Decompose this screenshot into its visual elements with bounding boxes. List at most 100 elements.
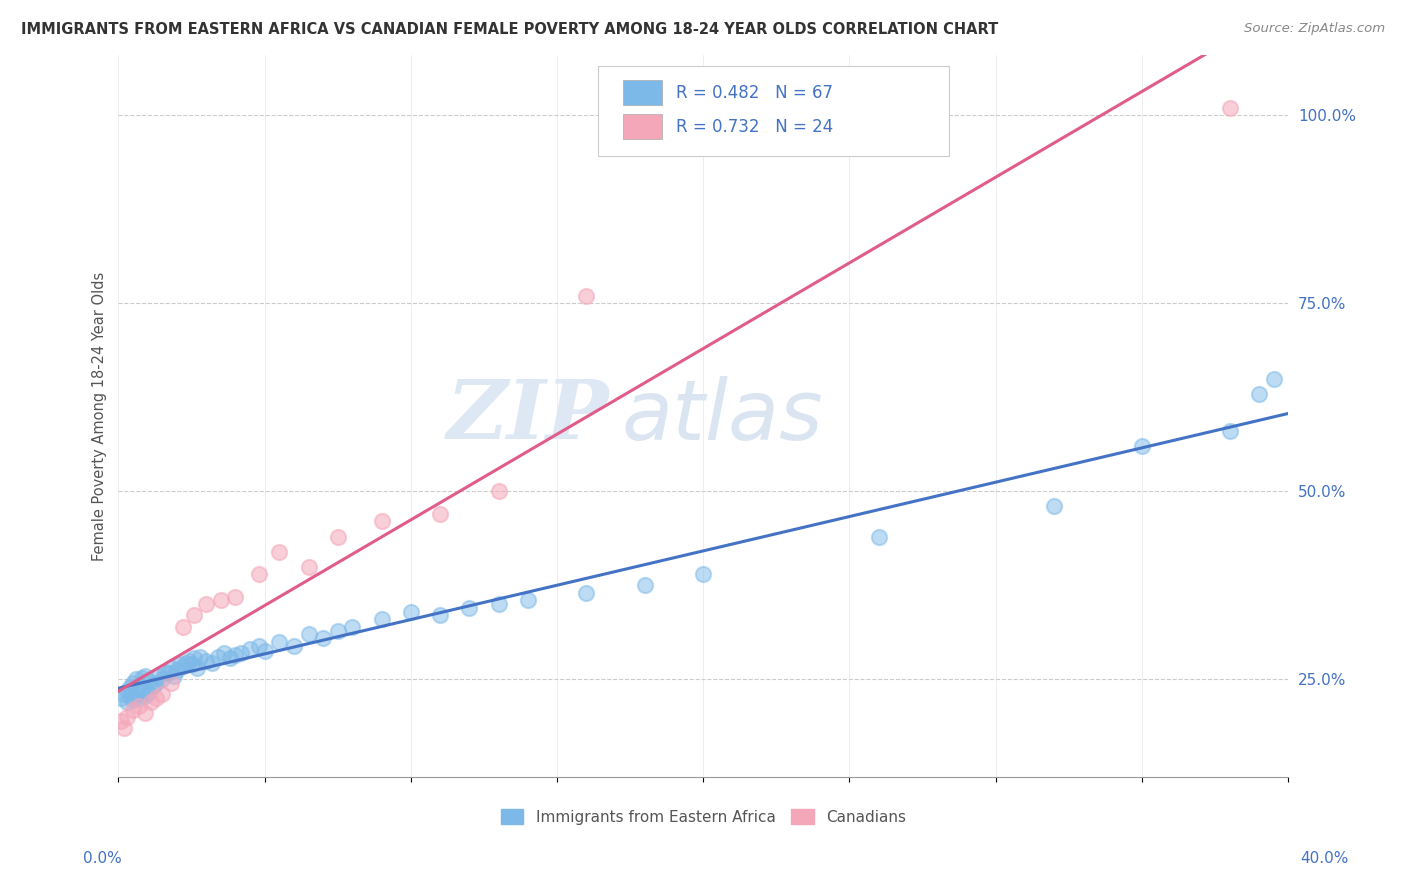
Point — [1043, 500, 1066, 514]
Point — [312, 631, 335, 645]
Point — [128, 698, 150, 713]
Point — [239, 642, 262, 657]
Point — [177, 654, 200, 668]
Point — [136, 673, 159, 688]
Point — [488, 597, 510, 611]
Point — [188, 649, 211, 664]
Point — [575, 586, 598, 600]
Point — [122, 702, 145, 716]
Text: R = 0.482   N = 67: R = 0.482 N = 67 — [676, 84, 834, 102]
Point — [128, 691, 150, 706]
Point — [112, 721, 135, 735]
Point — [212, 646, 235, 660]
Point — [134, 668, 156, 682]
Legend: Immigrants from Eastern Africa, Canadians: Immigrants from Eastern Africa, Canadian… — [495, 803, 912, 831]
Y-axis label: Female Poverty Among 18-24 Year Olds: Female Poverty Among 18-24 Year Olds — [93, 271, 107, 561]
Point — [458, 601, 481, 615]
Point — [148, 668, 170, 682]
Point — [163, 668, 186, 682]
Point — [224, 648, 246, 663]
Point — [247, 567, 270, 582]
Point — [283, 639, 305, 653]
Point — [269, 544, 291, 558]
Point — [122, 676, 145, 690]
Point — [207, 649, 229, 664]
Point — [115, 710, 138, 724]
Point — [142, 678, 165, 692]
Point — [488, 484, 510, 499]
Point — [125, 673, 148, 687]
Point — [125, 688, 148, 702]
Point — [209, 593, 232, 607]
Point — [399, 605, 422, 619]
Text: 0.0%: 0.0% — [83, 851, 122, 865]
Point — [326, 624, 349, 638]
Point — [575, 289, 598, 303]
Point — [150, 673, 173, 687]
Point — [1263, 371, 1285, 385]
Point — [150, 688, 173, 702]
Text: IMMIGRANTS FROM EASTERN AFRICA VS CANADIAN FEMALE POVERTY AMONG 18-24 YEAR OLDS : IMMIGRANTS FROM EASTERN AFRICA VS CANADI… — [21, 22, 998, 37]
Point — [112, 688, 135, 702]
Point — [297, 627, 319, 641]
Point — [172, 659, 194, 673]
Point — [180, 657, 202, 672]
Text: 40.0%: 40.0% — [1301, 851, 1348, 865]
FancyBboxPatch shape — [598, 66, 949, 156]
Point — [370, 612, 392, 626]
Point — [145, 691, 167, 706]
Point — [145, 676, 167, 690]
Point — [195, 597, 218, 611]
Point — [429, 608, 451, 623]
Point — [110, 691, 132, 706]
Point — [172, 620, 194, 634]
Point — [1130, 439, 1153, 453]
Point — [224, 590, 246, 604]
FancyBboxPatch shape — [623, 80, 662, 105]
Point — [868, 529, 890, 543]
FancyBboxPatch shape — [623, 114, 662, 139]
Point — [139, 695, 162, 709]
Point — [634, 578, 657, 592]
Point — [174, 656, 197, 670]
Point — [429, 507, 451, 521]
Point — [115, 683, 138, 698]
Point — [160, 676, 183, 690]
Point — [120, 689, 142, 703]
Point — [155, 665, 177, 679]
Point — [297, 559, 319, 574]
Point — [166, 664, 188, 678]
Point — [218, 651, 240, 665]
Point — [1219, 101, 1241, 115]
Point — [247, 639, 270, 653]
Text: atlas: atlas — [621, 376, 823, 457]
Point — [160, 661, 183, 675]
Text: Source: ZipAtlas.com: Source: ZipAtlas.com — [1244, 22, 1385, 36]
Point — [183, 651, 205, 665]
Point — [516, 593, 538, 607]
Point — [157, 666, 180, 681]
Point — [231, 646, 253, 660]
Point — [253, 644, 276, 658]
Point — [195, 654, 218, 668]
Point — [110, 714, 132, 728]
Point — [342, 620, 364, 634]
Point — [1247, 386, 1270, 401]
Point — [1219, 424, 1241, 438]
Point — [128, 680, 150, 694]
Point — [131, 671, 153, 685]
Point — [269, 635, 291, 649]
Point — [131, 683, 153, 698]
Point — [122, 693, 145, 707]
Point — [183, 608, 205, 623]
Point — [136, 686, 159, 700]
Point — [201, 656, 224, 670]
Point — [326, 529, 349, 543]
Point — [186, 661, 208, 675]
Point — [139, 681, 162, 696]
Point — [134, 706, 156, 721]
Point — [169, 657, 191, 672]
Point — [370, 515, 392, 529]
Point — [115, 695, 138, 709]
Text: R = 0.732   N = 24: R = 0.732 N = 24 — [676, 118, 834, 136]
